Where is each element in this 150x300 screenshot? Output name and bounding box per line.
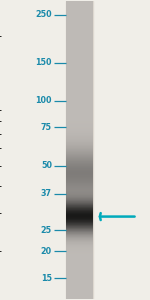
Text: 20: 20 (41, 247, 52, 256)
Bar (66, 1, 93, 299)
Text: 15: 15 (41, 274, 52, 283)
Text: 50: 50 (41, 161, 52, 170)
Text: 75: 75 (41, 123, 52, 132)
Text: 37: 37 (41, 189, 52, 198)
Text: 150: 150 (35, 58, 52, 67)
Text: 25: 25 (41, 226, 52, 235)
Text: 250: 250 (35, 10, 52, 19)
Text: 100: 100 (35, 96, 52, 105)
